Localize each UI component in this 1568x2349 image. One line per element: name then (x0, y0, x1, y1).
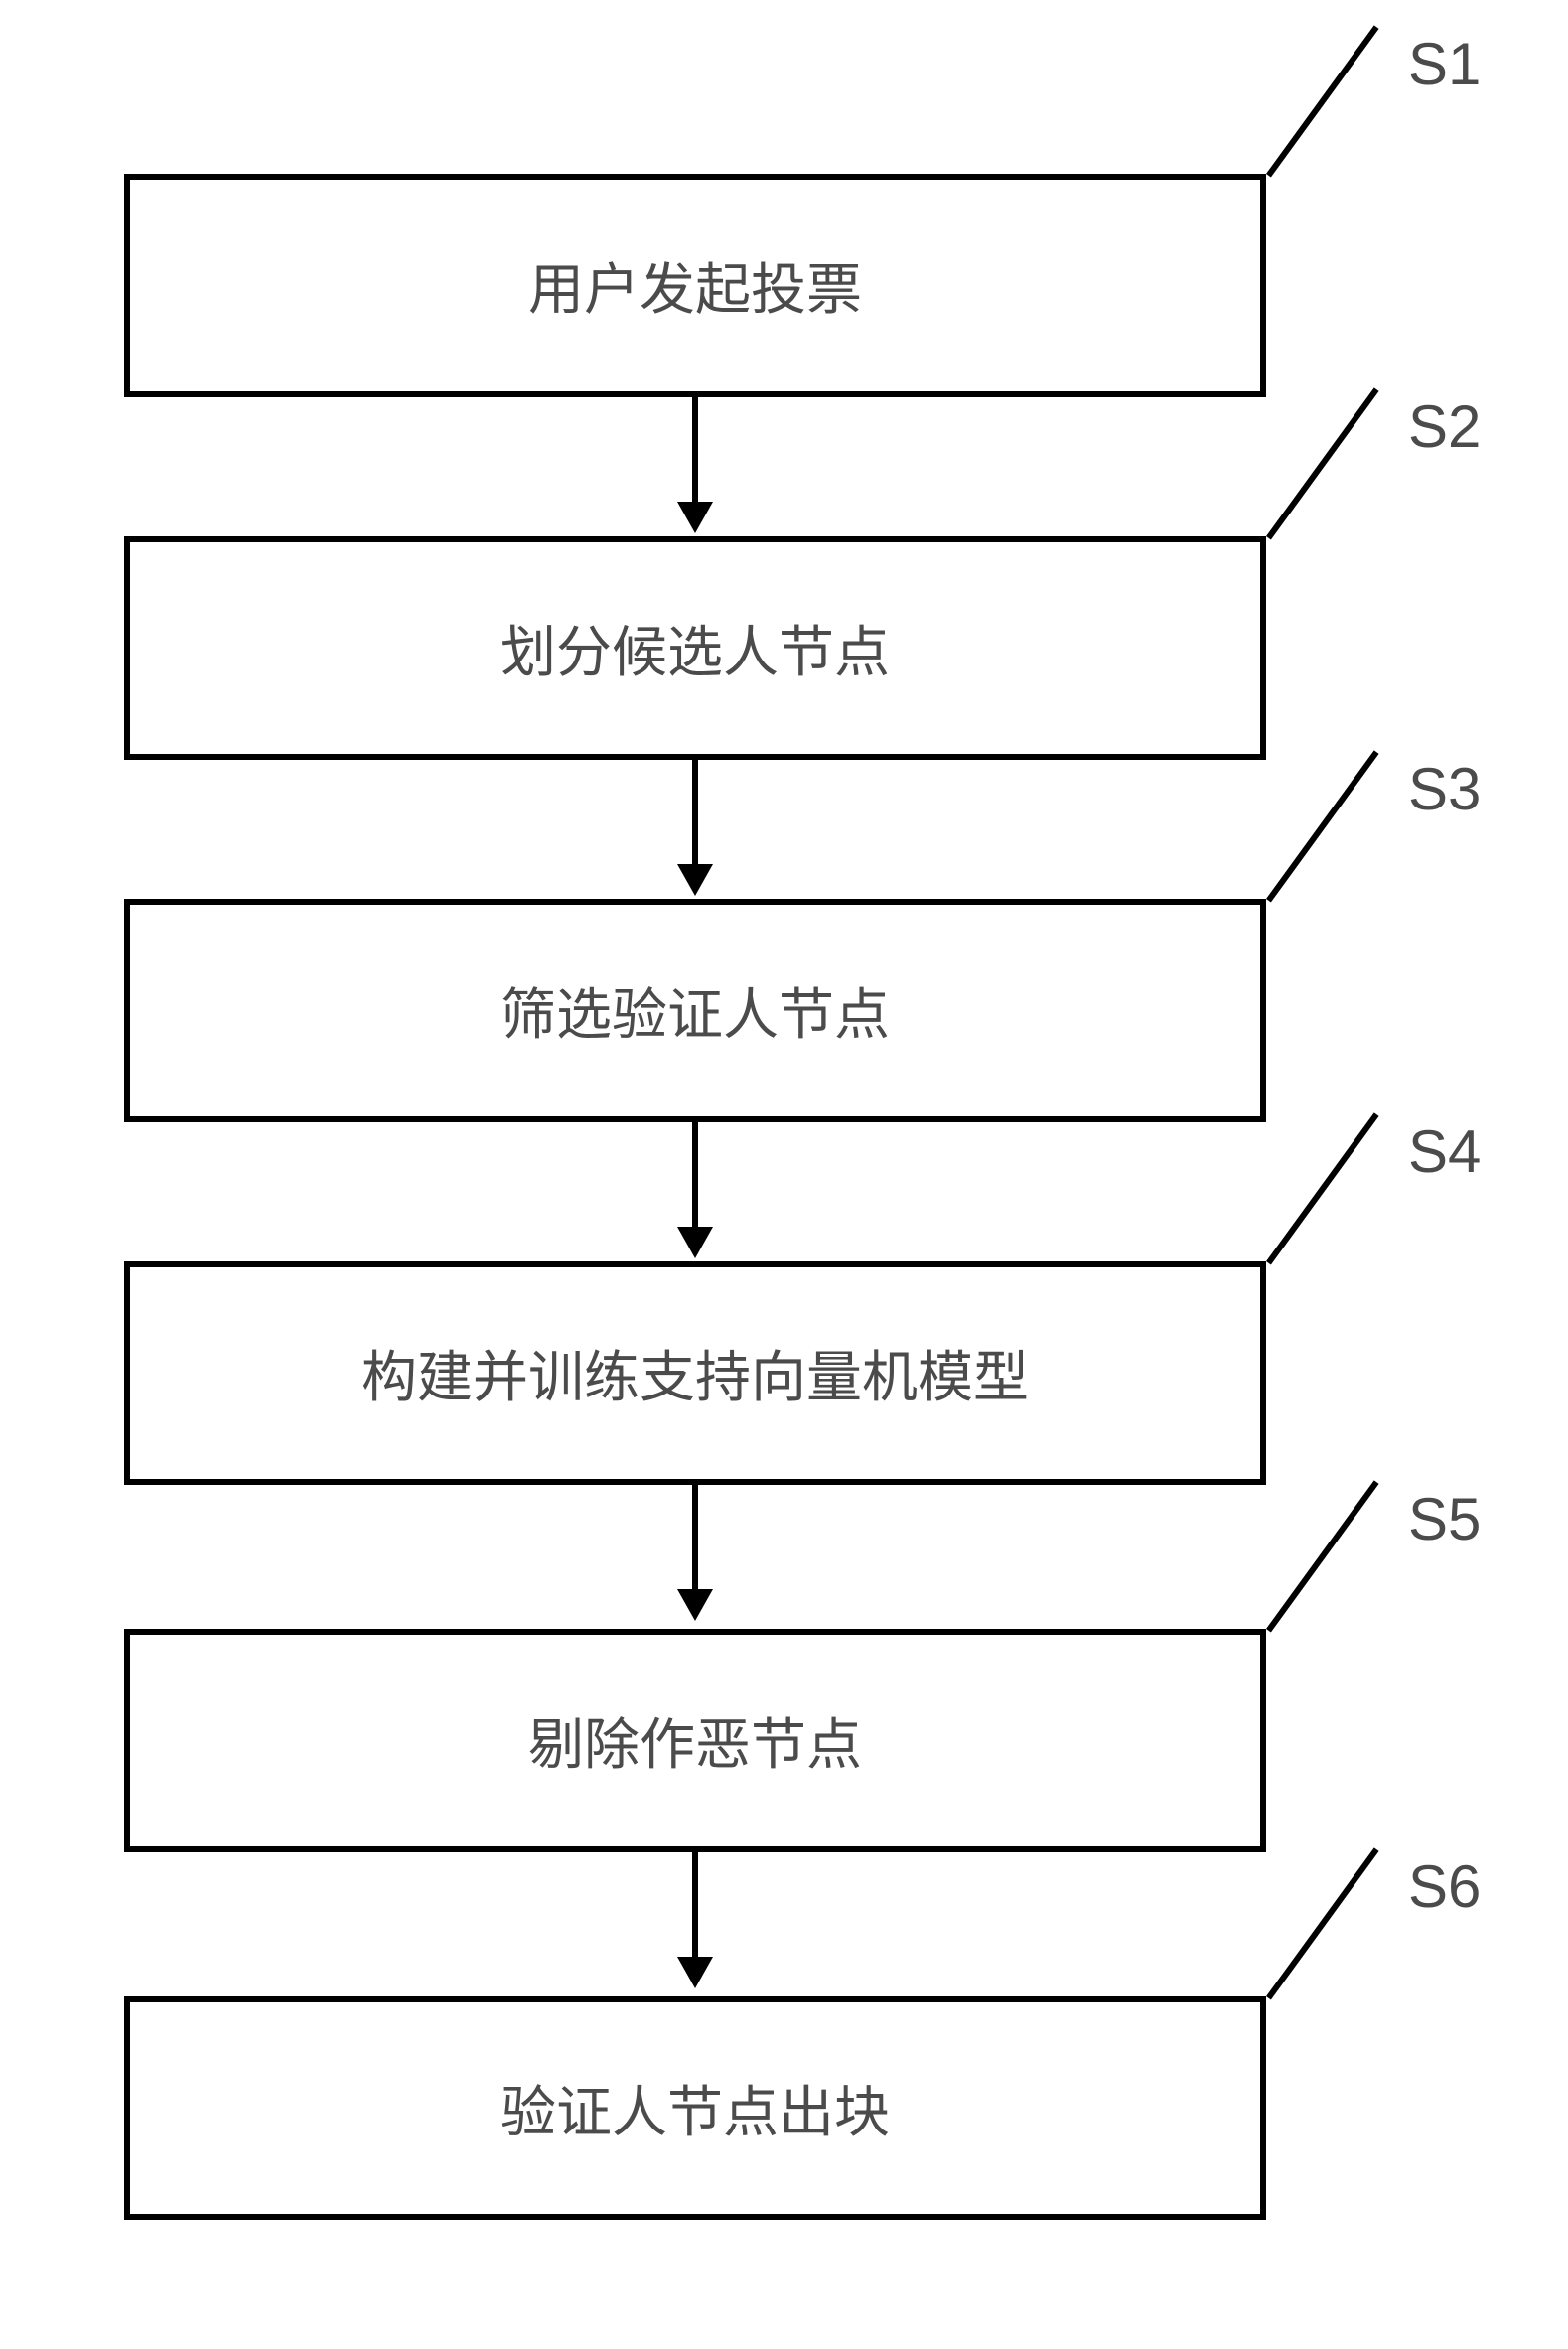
step-label-s6: S6 (1408, 1852, 1481, 1921)
callout-line-s6 (1266, 1847, 1379, 1999)
arrow-shaft-4-5 (692, 1485, 698, 1589)
step-text-s4: 构建并训练支持向量机模型 (361, 1333, 1029, 1413)
arrow-shaft-5-6 (692, 1852, 698, 1957)
callout-line-s2 (1266, 387, 1379, 539)
step-box-s1: 用户发起投票 (124, 174, 1266, 397)
arrow-head-1-2 (677, 502, 713, 533)
callout-line-s4 (1266, 1112, 1379, 1264)
step-text-s3: 筛选验证人节点 (500, 970, 890, 1051)
step-text-s5: 剔除作恶节点 (528, 1700, 862, 1781)
step-box-s3: 筛选验证人节点 (124, 899, 1266, 1122)
arrow-head-2-3 (677, 864, 713, 896)
step-label-s3: S3 (1408, 755, 1481, 823)
step-text-s6: 验证人节点出块 (500, 2068, 890, 2148)
step-box-s5: 剔除作恶节点 (124, 1629, 1266, 1852)
arrow-head-5-6 (677, 1957, 713, 1988)
step-box-s6: 验证人节点出块 (124, 1996, 1266, 2220)
callout-line-s5 (1266, 1480, 1379, 1632)
arrow-shaft-3-4 (692, 1122, 698, 1227)
arrow-head-3-4 (677, 1227, 713, 1258)
arrow-shaft-2-3 (692, 760, 698, 864)
callout-line-s3 (1266, 750, 1379, 902)
step-box-s2: 划分候选人节点 (124, 536, 1266, 760)
step-box-s4: 构建并训练支持向量机模型 (124, 1261, 1266, 1485)
step-label-s5: S5 (1408, 1485, 1481, 1553)
step-text-s2: 划分候选人节点 (500, 608, 890, 688)
step-label-s4: S4 (1408, 1117, 1481, 1186)
step-label-s1: S1 (1408, 30, 1481, 98)
arrow-shaft-1-2 (692, 397, 698, 502)
callout-line-s1 (1266, 25, 1379, 177)
arrow-head-4-5 (677, 1589, 713, 1621)
flowchart-container: S1 用户发起投票 S2 划分候选人节点 S3 筛选验证人节点 S4 构建并训练… (0, 0, 1568, 2349)
step-label-s2: S2 (1408, 392, 1481, 461)
step-text-s1: 用户发起投票 (528, 245, 862, 326)
